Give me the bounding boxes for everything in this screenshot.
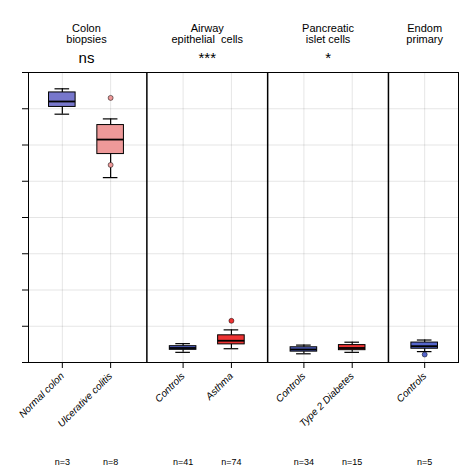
svg-text:n=15: n=15 [342, 457, 362, 467]
svg-text:Endomprimary: Endomprimary [406, 22, 443, 45]
svg-text:Colonbiopsies: Colonbiopsies [66, 22, 107, 45]
svg-text:Type 2 Diabetes: Type 2 Diabetes [297, 370, 356, 429]
svg-text:Ulcerative colitis: Ulcerative colitis [55, 370, 114, 429]
svg-text:Airwayepithelial cells: Airwayepithelial cells [171, 22, 243, 45]
svg-text:Controls: Controls [273, 370, 307, 404]
svg-text:*: * [325, 49, 331, 66]
svg-text:n=41: n=41 [173, 457, 193, 467]
svg-text:Asthma: Asthma [203, 370, 236, 403]
svg-text:***: *** [199, 49, 217, 66]
svg-text:Controls: Controls [153, 370, 187, 404]
svg-text:n=8: n=8 [103, 457, 118, 467]
svg-text:Controls: Controls [394, 370, 428, 404]
svg-text:n=5: n=5 [417, 457, 432, 467]
svg-text:ns: ns [79, 49, 95, 66]
svg-text:Normal colon: Normal colon [17, 370, 67, 420]
svg-text:Pancreaticislet cells: Pancreaticislet cells [302, 22, 354, 45]
svg-text:n=34: n=34 [294, 457, 314, 467]
svg-text:n=74: n=74 [221, 457, 241, 467]
svg-text:n=3: n=3 [55, 457, 70, 467]
